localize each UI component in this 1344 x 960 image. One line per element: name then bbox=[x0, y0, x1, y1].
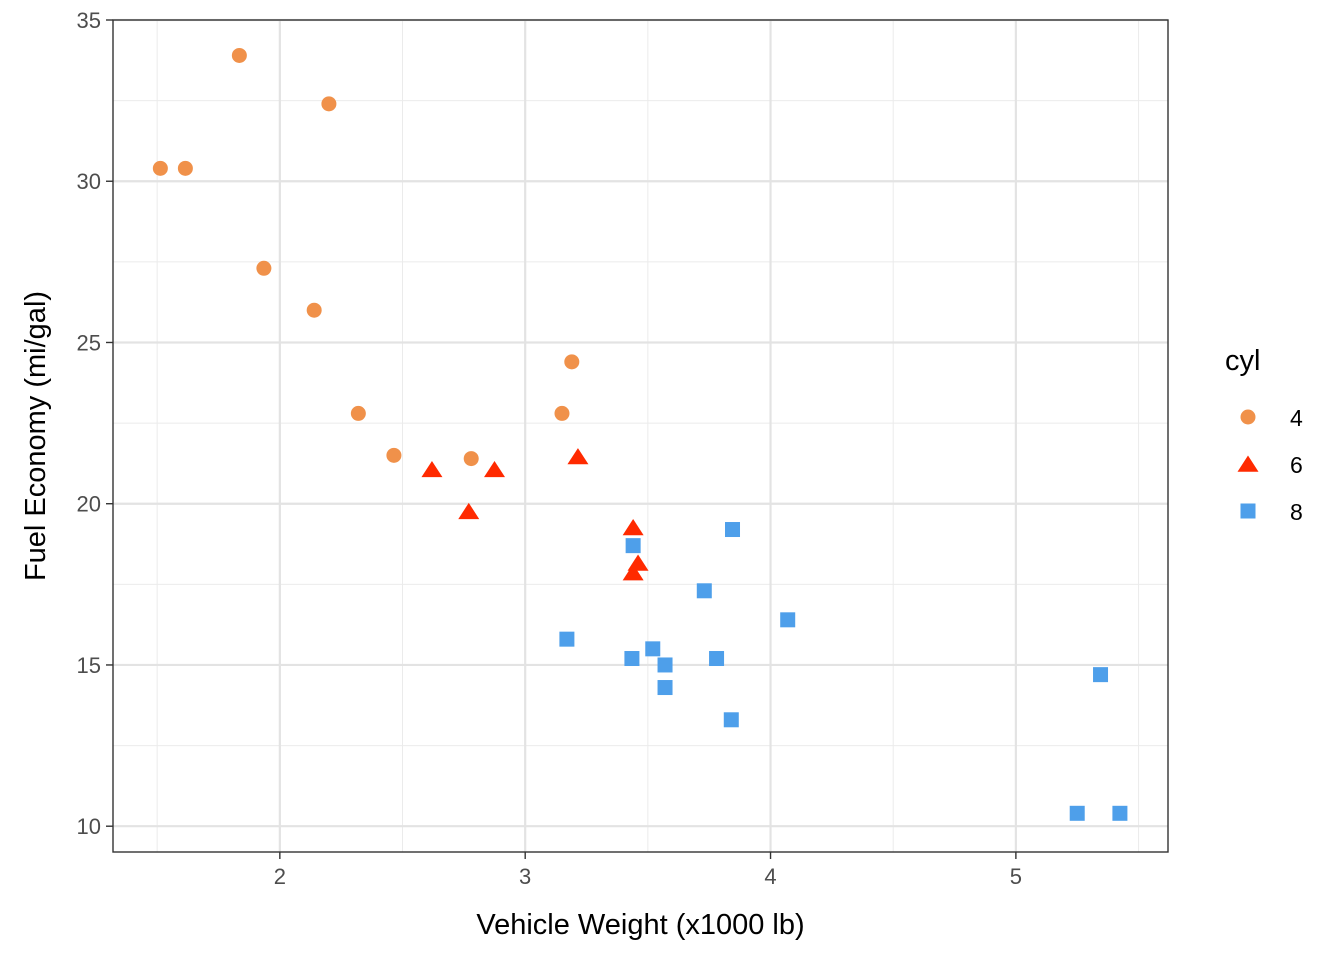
y-tick-label: 30 bbox=[77, 169, 101, 194]
grid bbox=[113, 18, 1168, 852]
data-point-cyl-8 bbox=[780, 612, 796, 628]
data-point-cyl-8 bbox=[709, 651, 725, 667]
data-point-cyl-6 bbox=[622, 519, 644, 536]
data-point-cyl-4 bbox=[306, 302, 322, 318]
data-point-cyl-8 bbox=[625, 538, 641, 554]
data-point-cyl-8 bbox=[657, 680, 673, 696]
axes: 2 3 4 5 10 15 20 25 30 35 bbox=[77, 8, 1022, 889]
data-point-cyl-4 bbox=[554, 405, 570, 421]
plot-panel-border bbox=[112, 19, 1169, 853]
data-point-cyl-4 bbox=[463, 451, 479, 467]
data-point-cyl-8 bbox=[1093, 667, 1109, 683]
data-point-cyl-4 bbox=[386, 447, 402, 463]
data-point-cyl-8 bbox=[657, 657, 673, 673]
data-points bbox=[152, 47, 1128, 821]
data-point-cyl-4 bbox=[564, 354, 580, 370]
data-point-cyl-8 bbox=[1112, 805, 1128, 821]
y-tick-label: 10 bbox=[77, 814, 101, 839]
legend-key-6 bbox=[1237, 455, 1259, 472]
x-axis-title: Vehicle Weight (x1000 lb) bbox=[476, 909, 804, 941]
data-point-cyl-6 bbox=[567, 448, 589, 465]
data-point-cyl-8 bbox=[645, 641, 661, 657]
data-point-cyl-6 bbox=[421, 460, 443, 478]
legend-label-6: 6 bbox=[1290, 452, 1303, 478]
data-point-cyl-4 bbox=[350, 405, 366, 421]
legend-key-8 bbox=[1240, 503, 1256, 519]
data-point-cyl-4 bbox=[177, 160, 193, 176]
legend-label-4: 4 bbox=[1290, 405, 1303, 431]
data-point-cyl-4 bbox=[231, 47, 247, 63]
legend: cyl 4 6 8 bbox=[1225, 345, 1303, 525]
y-tick-label: 15 bbox=[77, 653, 101, 678]
data-point-cyl-8 bbox=[725, 522, 741, 538]
y-tick-label: 20 bbox=[77, 492, 101, 517]
y-tick-label: 35 bbox=[77, 8, 101, 33]
x-tick-label: 5 bbox=[1010, 864, 1022, 889]
legend-label-8: 8 bbox=[1290, 499, 1303, 525]
data-point-cyl-4 bbox=[321, 96, 337, 112]
data-point-cyl-8 bbox=[559, 631, 575, 647]
x-tick-label: 2 bbox=[274, 864, 286, 889]
data-point-cyl-6 bbox=[458, 502, 480, 520]
data-point-cyl-8 bbox=[723, 712, 739, 728]
data-point-cyl-8 bbox=[1069, 805, 1085, 821]
legend-key-4 bbox=[1240, 409, 1256, 425]
data-point-cyl-6 bbox=[484, 460, 506, 478]
x-tick-label: 3 bbox=[519, 864, 531, 889]
x-tick-label: 4 bbox=[764, 864, 776, 889]
y-axis-title: Fuel Economy (mi/gal) bbox=[20, 291, 52, 581]
data-point-cyl-6 bbox=[622, 564, 644, 581]
legend-title: cyl bbox=[1225, 345, 1260, 377]
data-point-cyl-4 bbox=[152, 160, 168, 176]
data-point-cyl-8 bbox=[696, 583, 712, 599]
data-point-cyl-8 bbox=[624, 651, 640, 667]
data-point-cyl-6 bbox=[627, 554, 649, 571]
y-tick-label: 25 bbox=[77, 330, 101, 355]
data-point-cyl-4 bbox=[256, 260, 272, 276]
